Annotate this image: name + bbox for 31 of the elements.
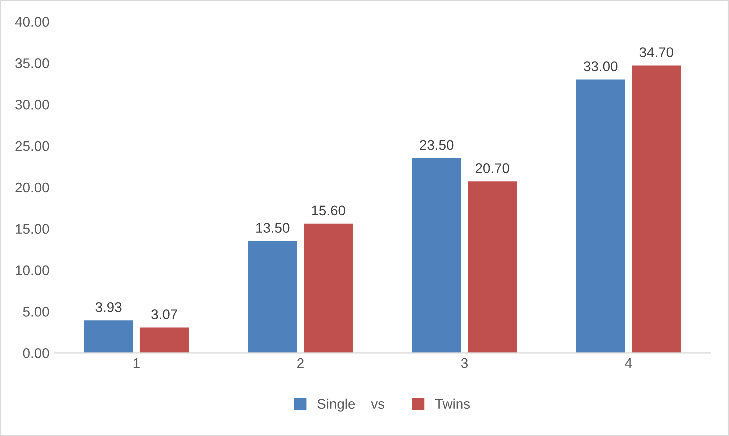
x-tick-label: 4: [625, 358, 632, 368]
data-label: 13.50: [256, 223, 290, 234]
bar: [140, 328, 190, 354]
data-label: 15.60: [312, 206, 346, 216]
bar: [576, 80, 626, 354]
data-label: 23.50: [420, 140, 454, 150]
data-label: 34.70: [640, 48, 674, 58]
bar: [248, 241, 298, 354]
y-tick-label: 30.00: [16, 100, 50, 110]
data-label: 3.93: [96, 302, 122, 312]
bar: [468, 182, 518, 354]
y-tick-label: 40.00: [15, 17, 50, 27]
bar: [304, 224, 354, 354]
legend-label: Single vs: [318, 398, 385, 412]
y-tick-label: 20.00: [16, 182, 50, 193]
x-tick-label: 1: [134, 358, 140, 368]
y-tick-label: 10.00: [16, 266, 50, 276]
legend-label: Twins: [435, 398, 470, 410]
y-tick-label: 15.00: [16, 224, 50, 234]
bar: [412, 158, 462, 354]
y-tick-label: 0.00: [23, 348, 50, 358]
data-label: 20.70: [476, 164, 510, 174]
x-tick-label: 2: [298, 358, 304, 368]
bar: [84, 320, 134, 354]
data-label: 3.07: [152, 310, 178, 320]
y-tick-label: 5.00: [23, 307, 50, 317]
x-tick-label: 3: [461, 358, 468, 368]
data-label: 33.00: [584, 62, 618, 72]
y-tick-label: 35.00: [16, 58, 50, 68]
bar: [632, 66, 682, 354]
y-tick-label: 25.00: [16, 141, 50, 152]
